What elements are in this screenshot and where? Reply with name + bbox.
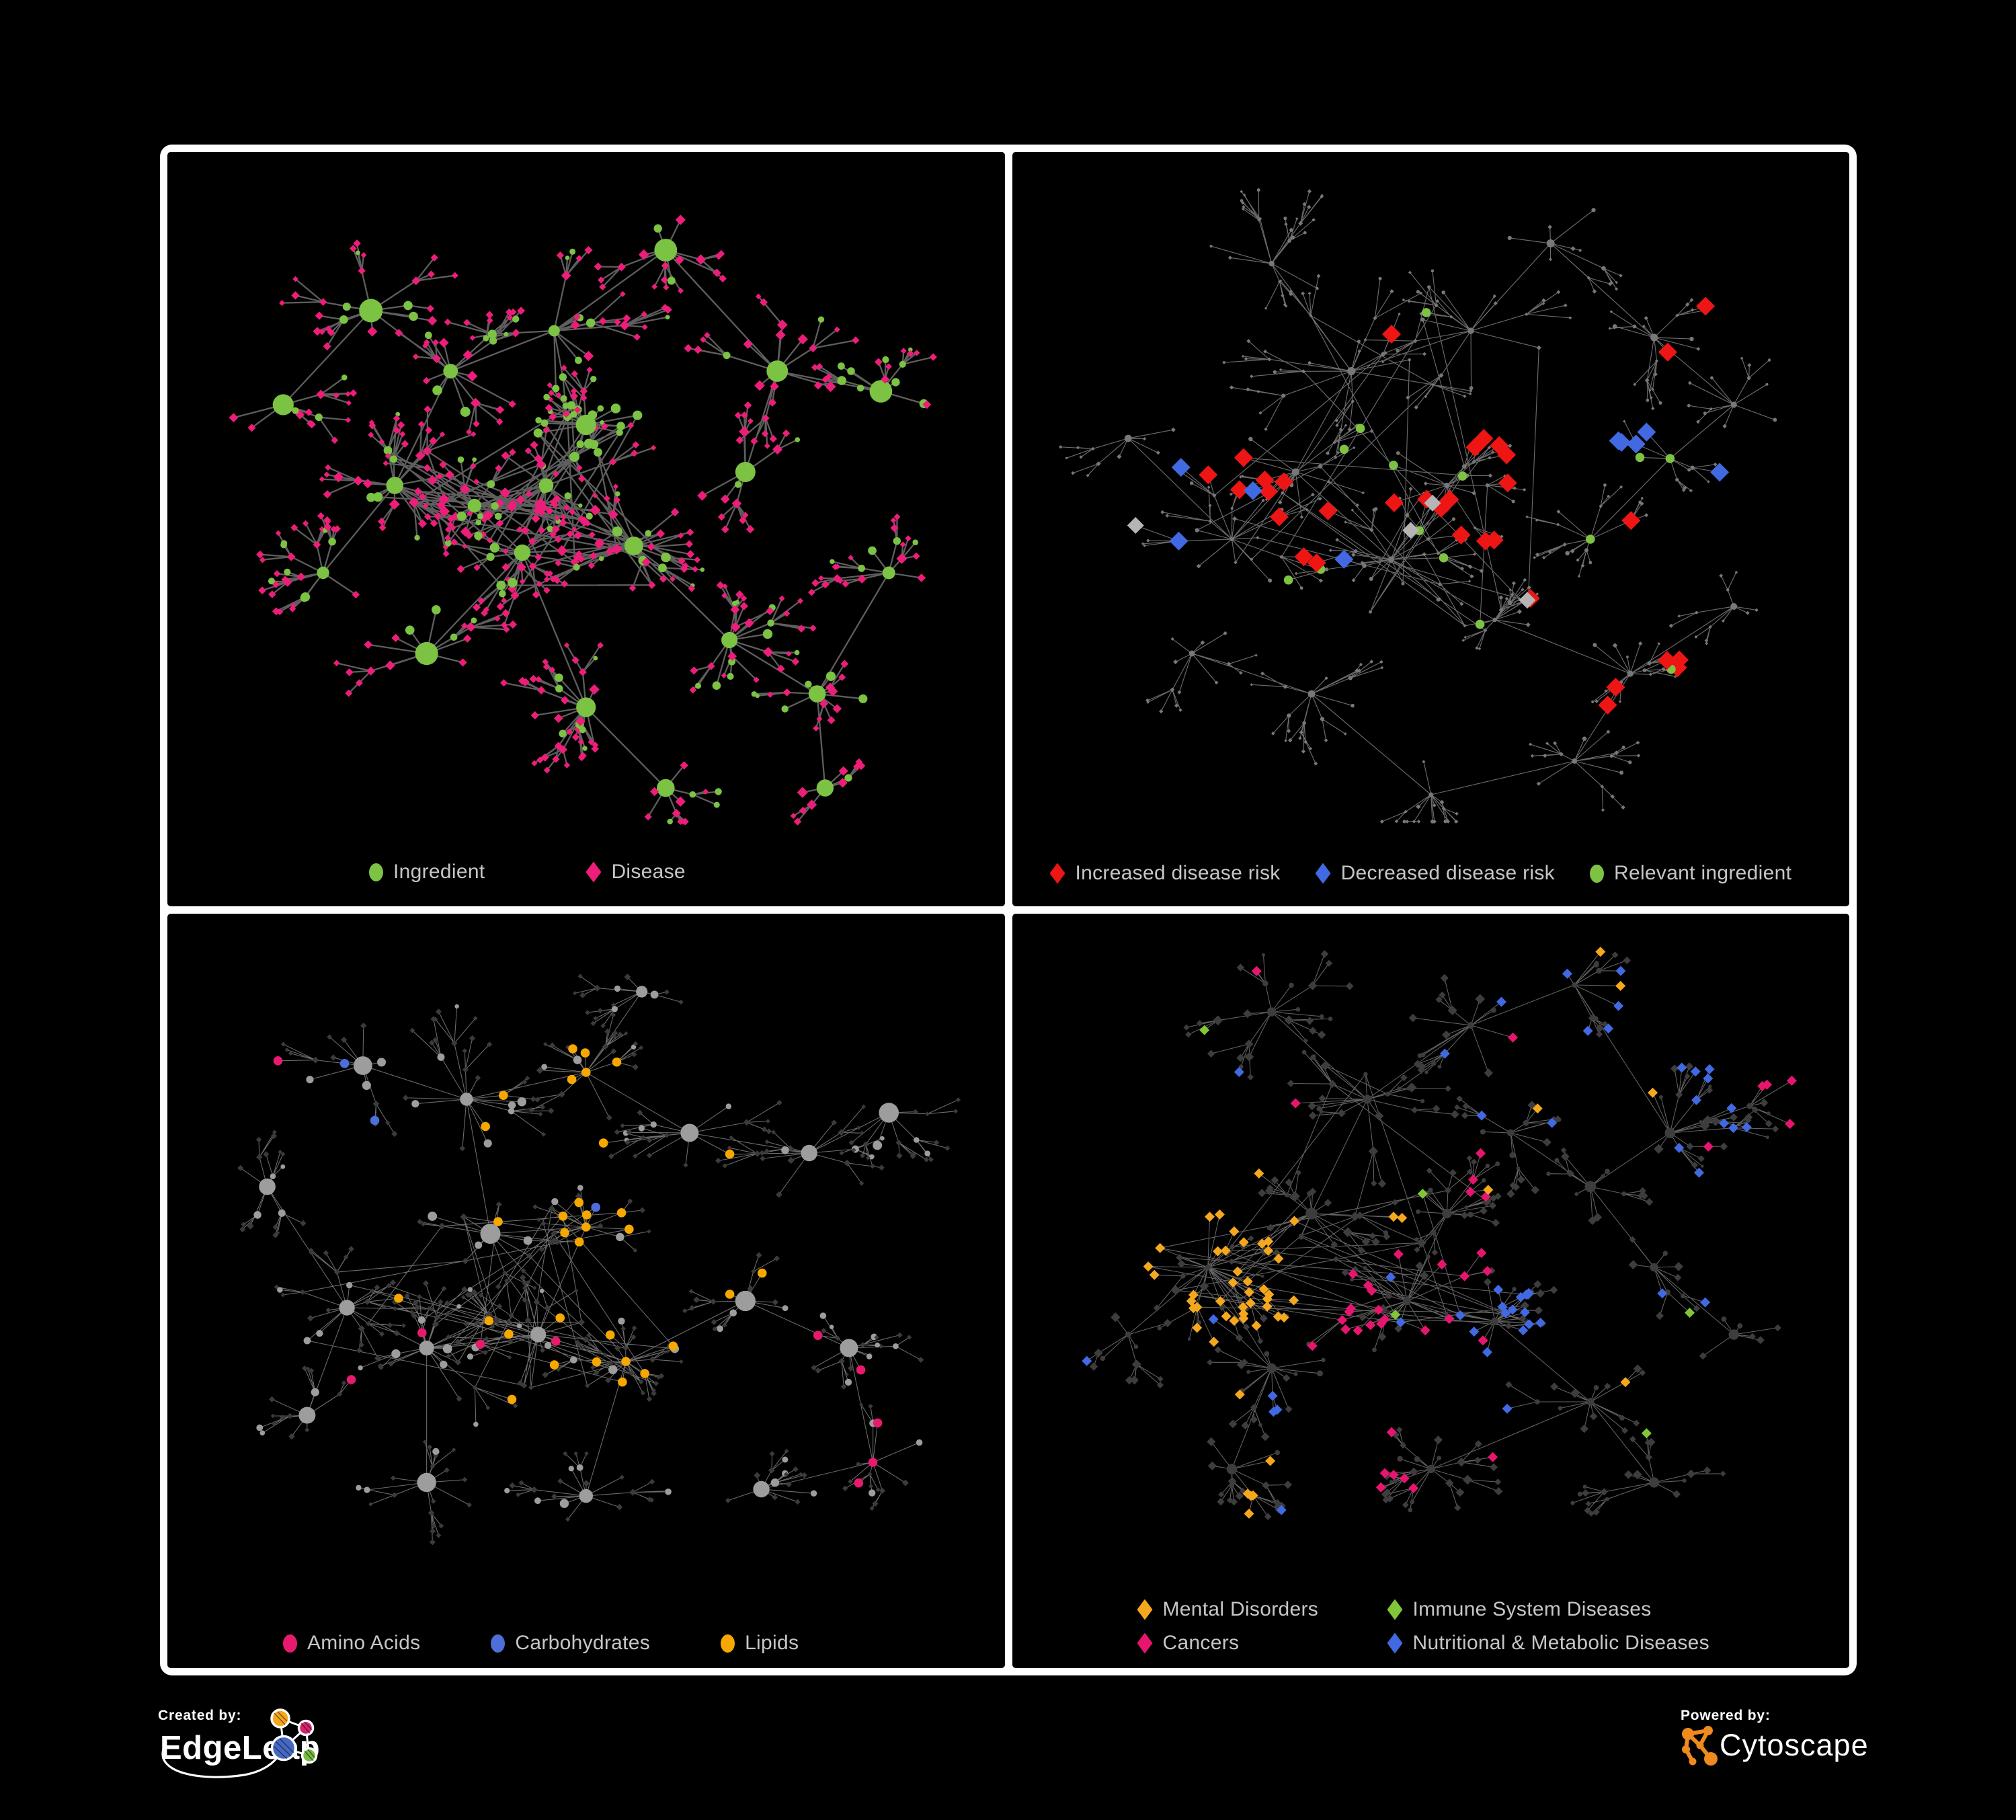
network-graph-ingredient-disease xyxy=(167,152,1005,906)
network-graph-disease-risk xyxy=(1012,152,1850,906)
created-by-block: Created by: EdgeLeap xyxy=(158,1708,360,1795)
carbohydrates-circle-marker-icon xyxy=(491,1634,506,1653)
legend-label-nutritional-metabolic-diseases: Nutritional & Metabolic Diseases xyxy=(1412,1632,1709,1654)
edgeleap-network-logo-icon xyxy=(161,1708,318,1778)
network-graph-ingredient-classes xyxy=(167,914,1005,1668)
created-by-label: Created by: xyxy=(158,1708,242,1723)
legend-label-disease: Disease xyxy=(611,861,686,883)
legend-ingredient-classes: Amino Acids Carbohydrates Lipids xyxy=(283,1632,799,1655)
legend-label-lipids: Lipids xyxy=(745,1632,799,1654)
legend-label-amino-acids: Amino Acids xyxy=(307,1632,421,1654)
panel-grid: Ingredient Disease Increased disease ris… xyxy=(160,145,1857,1675)
cytoscape-network-logo-icon xyxy=(1682,1726,1718,1766)
increased-risk-diamond-marker-icon xyxy=(1049,863,1065,884)
legend-label-immune-system-diseases: Immune System Diseases xyxy=(1412,1598,1652,1620)
panel-disease-risk-network: Increased disease risk Decreased disease… xyxy=(1012,152,1850,906)
legend-label-mental-disorders: Mental Disorders xyxy=(1162,1598,1319,1620)
lipids-circle-marker-icon xyxy=(721,1634,735,1653)
legend-label-increased-risk: Increased disease risk xyxy=(1075,862,1281,884)
panel-ingredient-classes-network: Amino Acids Carbohydrates Lipids xyxy=(167,914,1005,1668)
legend-item-ingredient: Ingredient xyxy=(369,861,485,883)
legend-item-cancers: Cancers xyxy=(1137,1632,1387,1655)
network-graph-disease-categories xyxy=(1012,914,1850,1668)
legend-item-disease: Disease xyxy=(586,861,686,883)
relevant-ingredient-circle-marker-icon xyxy=(1590,864,1604,883)
legend-item-carbohydrates: Carbohydrates xyxy=(491,1632,650,1655)
ingredient-circle-marker-icon xyxy=(369,863,383,881)
cytoscape-wordmark: Cytoscape xyxy=(1720,1728,1869,1762)
legend-label-carbohydrates: Carbohydrates xyxy=(515,1632,651,1654)
amino-acids-circle-marker-icon xyxy=(283,1634,297,1653)
mental-disorders-diamond-marker-icon xyxy=(1137,1599,1153,1620)
immune-system-diamond-marker-icon xyxy=(1387,1599,1403,1620)
legend-label-decreased-risk: Decreased disease risk xyxy=(1340,862,1555,884)
legend-item-immune-system-diseases: Immune System Diseases xyxy=(1387,1598,1709,1621)
legend-item-mental-disorders: Mental Disorders xyxy=(1137,1598,1387,1621)
legend-disease-categories: Mental Disorders Immune System Diseases … xyxy=(1137,1598,1709,1655)
disease-diamond-marker-icon xyxy=(586,861,602,883)
decreased-risk-diamond-marker-icon xyxy=(1315,863,1331,884)
cancers-diamond-marker-icon xyxy=(1137,1632,1153,1654)
legend-item-lipids: Lipids xyxy=(721,1632,799,1655)
legend-disease-risk: Increased disease risk Decreased disease… xyxy=(1049,862,1792,885)
legend-item-decreased-risk: Decreased disease risk xyxy=(1315,862,1555,885)
panel-ingredient-disease-network: Ingredient Disease xyxy=(167,152,1005,906)
legend-item-amino-acids: Amino Acids xyxy=(283,1632,420,1655)
legend-label-relevant-ingredient: Relevant ingredient xyxy=(1614,862,1792,884)
powered-by-label: Powered by: xyxy=(1681,1708,1771,1723)
panel-disease-categories-network: Mental Disorders Immune System Diseases … xyxy=(1012,914,1850,1668)
legend-item-nutritional-metabolic-diseases: Nutritional & Metabolic Diseases xyxy=(1387,1632,1709,1655)
nutritional-metabolic-diamond-marker-icon xyxy=(1387,1632,1403,1654)
legend-label-ingredient: Ingredient xyxy=(393,861,485,883)
legend-ingredient-disease: Ingredient Disease xyxy=(369,861,686,883)
legend-label-cancers: Cancers xyxy=(1162,1632,1240,1654)
legend-item-relevant-ingredient: Relevant ingredient xyxy=(1590,862,1791,885)
powered-by-block: Powered by: Cytoscape xyxy=(1681,1708,1882,1782)
legend-item-increased-risk: Increased disease risk xyxy=(1049,862,1281,885)
